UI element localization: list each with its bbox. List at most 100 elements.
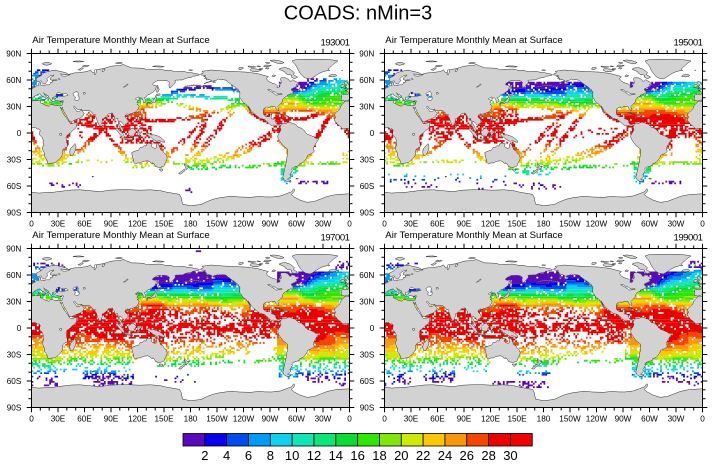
svg-text:120E: 120E bbox=[128, 220, 148, 229]
svg-text:90N: 90N bbox=[359, 50, 374, 59]
svg-text:0: 0 bbox=[370, 129, 375, 138]
svg-text:2: 2 bbox=[201, 448, 208, 463]
svg-text:180: 180 bbox=[184, 415, 198, 424]
svg-text:30W: 30W bbox=[668, 220, 685, 229]
svg-text:30E: 30E bbox=[404, 220, 419, 229]
svg-text:90E: 90E bbox=[104, 220, 119, 229]
svg-text:180: 180 bbox=[184, 220, 198, 229]
svg-text:0: 0 bbox=[382, 220, 387, 229]
svg-text:90E: 90E bbox=[457, 220, 472, 229]
svg-text:30N: 30N bbox=[6, 103, 21, 112]
svg-text:60N: 60N bbox=[359, 76, 374, 85]
svg-text:18: 18 bbox=[372, 448, 386, 463]
svg-text:Air Temperature Monthly Mean a: Air Temperature Monthly Mean at Surface bbox=[32, 230, 209, 241]
svg-text:120W: 120W bbox=[586, 415, 608, 424]
svg-text:90N: 90N bbox=[6, 50, 21, 59]
svg-text:60S: 60S bbox=[360, 182, 375, 191]
svg-text:90N: 90N bbox=[6, 245, 21, 254]
svg-text:90S: 90S bbox=[7, 209, 22, 218]
svg-text:Air Temperature Monthly Mean a: Air Temperature Monthly Mean at Surface bbox=[32, 35, 209, 46]
svg-text:60W: 60W bbox=[641, 415, 658, 424]
svg-text:30: 30 bbox=[503, 448, 517, 463]
svg-text:0: 0 bbox=[347, 415, 352, 424]
svg-text:26: 26 bbox=[460, 448, 474, 463]
svg-text:60N: 60N bbox=[6, 76, 21, 85]
svg-text:90W: 90W bbox=[615, 415, 632, 424]
svg-text:30N: 30N bbox=[359, 103, 374, 112]
svg-text:90W: 90W bbox=[615, 220, 632, 229]
svg-text:150W: 150W bbox=[206, 415, 228, 424]
svg-text:30N: 30N bbox=[6, 298, 21, 307]
svg-text:30S: 30S bbox=[360, 156, 375, 165]
svg-text:30S: 30S bbox=[7, 351, 22, 360]
svg-text:90W: 90W bbox=[262, 415, 279, 424]
svg-text:12: 12 bbox=[307, 448, 321, 463]
svg-text:30W: 30W bbox=[315, 415, 332, 424]
svg-text:Air Temperature Monthly Mean a: Air Temperature Monthly Mean at Surface bbox=[385, 35, 562, 46]
svg-text:28: 28 bbox=[481, 448, 495, 463]
svg-text:120W: 120W bbox=[233, 415, 255, 424]
svg-text:0: 0 bbox=[382, 415, 387, 424]
svg-text:150E: 150E bbox=[154, 220, 174, 229]
svg-text:30E: 30E bbox=[404, 415, 419, 424]
svg-text:150W: 150W bbox=[559, 415, 581, 424]
svg-text:150W: 150W bbox=[206, 220, 228, 229]
svg-text:60E: 60E bbox=[430, 415, 445, 424]
svg-text:30E: 30E bbox=[51, 415, 66, 424]
svg-text:150E: 150E bbox=[507, 220, 527, 229]
svg-text:60W: 60W bbox=[288, 220, 305, 229]
svg-text:COADS: nMin=3: COADS: nMin=3 bbox=[284, 3, 432, 25]
svg-text:60W: 60W bbox=[641, 220, 658, 229]
svg-text:195001: 195001 bbox=[673, 38, 702, 49]
svg-text:Air Temperature Monthly Mean a: Air Temperature Monthly Mean at Surface bbox=[385, 230, 562, 241]
svg-text:0: 0 bbox=[370, 324, 375, 333]
svg-text:120E: 120E bbox=[481, 220, 501, 229]
svg-text:0: 0 bbox=[17, 324, 22, 333]
svg-text:197001: 197001 bbox=[320, 233, 349, 244]
svg-text:6: 6 bbox=[245, 448, 252, 463]
svg-text:0: 0 bbox=[347, 220, 352, 229]
svg-text:150E: 150E bbox=[507, 415, 527, 424]
svg-text:20: 20 bbox=[394, 448, 408, 463]
svg-text:30N: 30N bbox=[359, 298, 374, 307]
svg-text:22: 22 bbox=[416, 448, 430, 463]
svg-text:90N: 90N bbox=[359, 245, 374, 254]
svg-text:120W: 120W bbox=[233, 220, 255, 229]
svg-text:30S: 30S bbox=[7, 156, 22, 165]
svg-text:14: 14 bbox=[329, 448, 343, 463]
svg-text:60N: 60N bbox=[359, 271, 374, 280]
svg-text:193001: 193001 bbox=[320, 38, 349, 49]
svg-text:120E: 120E bbox=[128, 415, 148, 424]
svg-text:16: 16 bbox=[350, 448, 364, 463]
svg-text:30W: 30W bbox=[668, 415, 685, 424]
svg-text:4: 4 bbox=[223, 448, 230, 463]
svg-text:60S: 60S bbox=[360, 377, 375, 386]
svg-text:60S: 60S bbox=[7, 182, 22, 191]
svg-text:0: 0 bbox=[17, 129, 22, 138]
svg-text:199001: 199001 bbox=[673, 233, 702, 244]
svg-text:60E: 60E bbox=[77, 220, 92, 229]
svg-text:60W: 60W bbox=[288, 415, 305, 424]
svg-text:150W: 150W bbox=[559, 220, 581, 229]
svg-text:90S: 90S bbox=[360, 209, 375, 218]
svg-text:30W: 30W bbox=[315, 220, 332, 229]
svg-text:90S: 90S bbox=[7, 404, 22, 413]
svg-text:90E: 90E bbox=[104, 415, 119, 424]
svg-text:90E: 90E bbox=[457, 415, 472, 424]
svg-text:180: 180 bbox=[537, 415, 551, 424]
svg-text:60S: 60S bbox=[7, 377, 22, 386]
svg-text:0: 0 bbox=[29, 415, 34, 424]
svg-text:30E: 30E bbox=[51, 220, 66, 229]
svg-text:180: 180 bbox=[537, 220, 551, 229]
svg-text:0: 0 bbox=[700, 415, 705, 424]
svg-text:30S: 30S bbox=[360, 351, 375, 360]
svg-text:24: 24 bbox=[438, 448, 452, 463]
svg-text:120E: 120E bbox=[481, 415, 501, 424]
svg-text:10: 10 bbox=[285, 448, 299, 463]
svg-text:60N: 60N bbox=[6, 271, 21, 280]
svg-text:8: 8 bbox=[267, 448, 274, 463]
svg-text:150E: 150E bbox=[154, 415, 174, 424]
svg-text:90W: 90W bbox=[262, 220, 279, 229]
svg-text:0: 0 bbox=[700, 220, 705, 229]
svg-text:0: 0 bbox=[29, 220, 34, 229]
